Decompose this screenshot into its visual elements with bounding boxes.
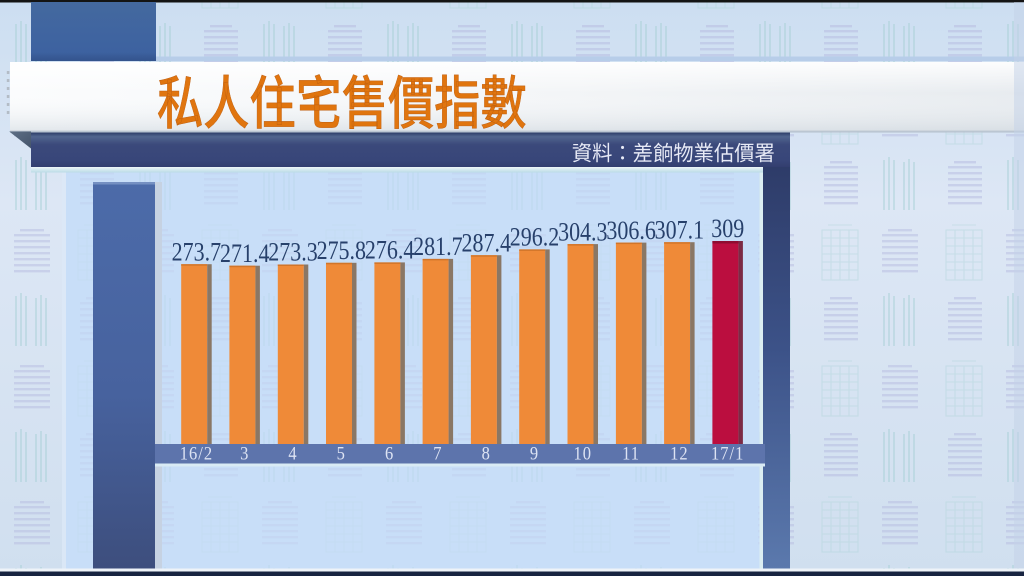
svg-text:275.8: 275.8 [317, 236, 366, 265]
svg-text:287.4: 287.4 [461, 229, 510, 258]
svg-text:281.7: 281.7 [413, 232, 462, 261]
svg-text:273.7: 273.7 [172, 238, 221, 267]
svg-text:4: 4 [288, 443, 297, 464]
svg-text:304.3: 304.3 [558, 217, 607, 246]
svg-text:273.3: 273.3 [268, 238, 317, 267]
svg-text:16/2: 16/2 [180, 443, 213, 464]
svg-text:8: 8 [482, 443, 491, 464]
svg-text:11: 11 [622, 443, 640, 464]
svg-text:307.1: 307.1 [655, 216, 704, 245]
svg-text:5: 5 [337, 443, 346, 464]
svg-text:9: 9 [530, 443, 539, 464]
svg-text:306.6: 306.6 [606, 216, 655, 245]
svg-text:17/1: 17/1 [711, 443, 744, 464]
svg-text:271.4: 271.4 [220, 239, 269, 268]
svg-text:309: 309 [711, 214, 744, 243]
svg-text:3: 3 [240, 443, 249, 464]
svg-text:296.2: 296.2 [510, 223, 559, 252]
svg-text:7: 7 [433, 443, 442, 464]
svg-text:6: 6 [385, 443, 394, 464]
svg-text:12: 12 [670, 443, 688, 464]
svg-text:276.4: 276.4 [365, 236, 414, 265]
svg-text:10: 10 [574, 443, 592, 464]
